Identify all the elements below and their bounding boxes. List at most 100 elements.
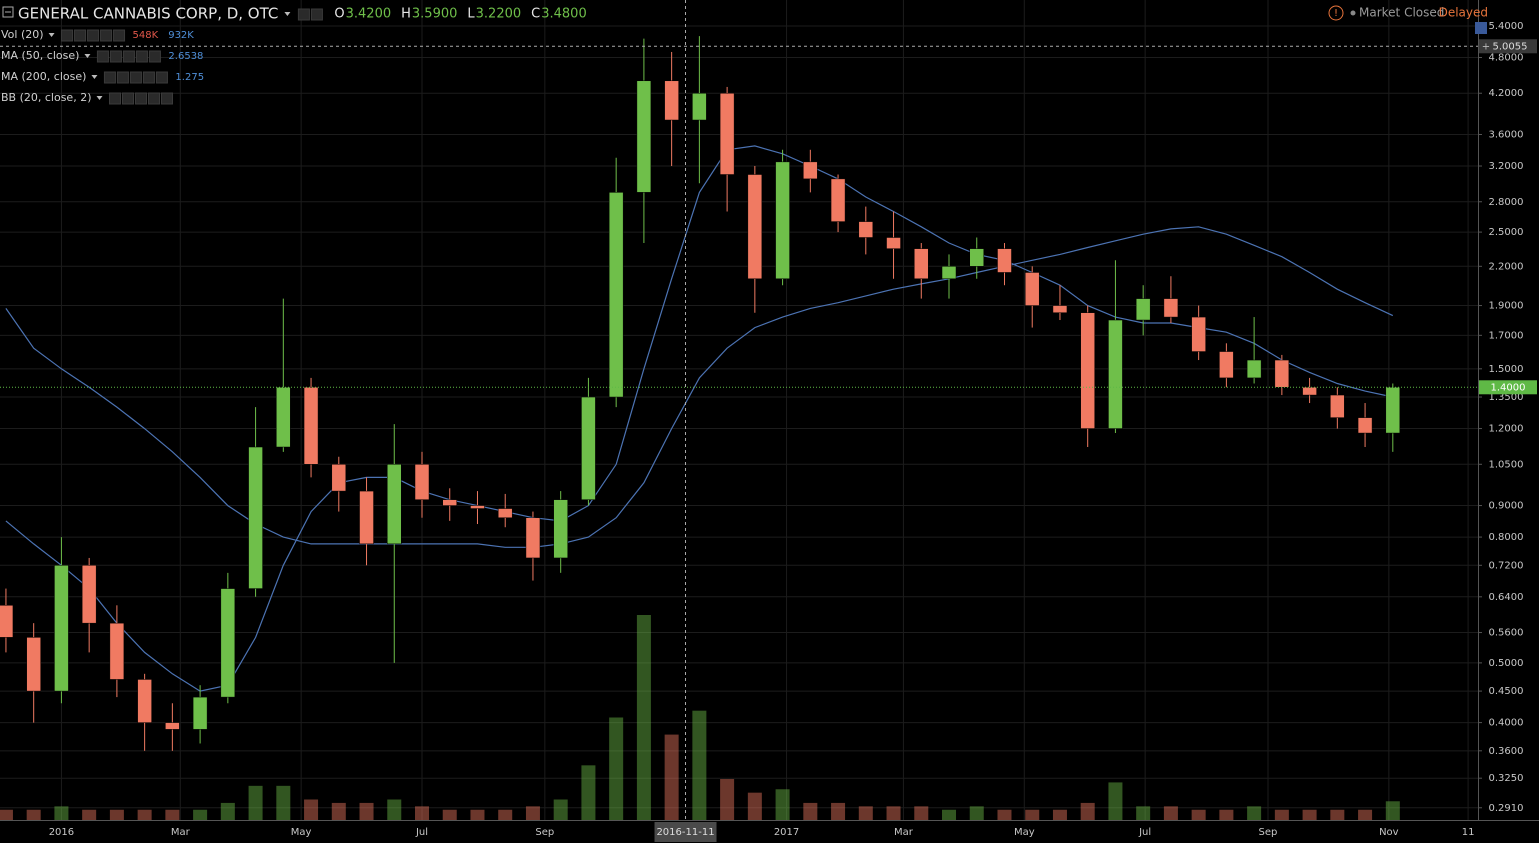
indicator-button[interactable] <box>122 50 135 63</box>
status-icon-mark: ! <box>1334 8 1338 19</box>
volume-bar <box>636 615 651 820</box>
indicator-value: 932K <box>168 30 194 41</box>
candle-body <box>220 588 236 698</box>
ohlc-value: 3.4800 <box>541 7 587 22</box>
indicator-button[interactable] <box>161 92 173 105</box>
dropdown-caret[interactable] <box>96 96 103 100</box>
crosshair-plus: + <box>1482 41 1490 52</box>
y-tick-label: 2.2000 <box>1489 261 1524 272</box>
info-icon[interactable] <box>1475 22 1487 34</box>
dropdown-caret[interactable] <box>284 12 291 16</box>
candle-body <box>664 80 679 121</box>
candle-body <box>470 505 485 509</box>
candle-body <box>1163 298 1179 318</box>
indicator-button[interactable] <box>116 71 129 84</box>
indicator-button[interactable] <box>109 50 122 63</box>
header: GENERAL CANNABIS CORP, D, OTC O 3.4200 H 3.5… <box>1 5 1488 105</box>
indicator-button[interactable] <box>96 50 109 63</box>
volume-bar <box>997 809 1012 820</box>
indicator-button[interactable] <box>109 92 121 105</box>
candle-body <box>81 565 97 624</box>
volume-bar <box>553 799 568 820</box>
candle-body <box>137 679 152 723</box>
volume-bar <box>858 806 873 820</box>
ohlc-value: 3.5900 <box>412 7 458 22</box>
volume-bar <box>886 806 901 820</box>
volume-bar <box>442 809 457 820</box>
indicator-button[interactable] <box>129 71 142 84</box>
candle-body <box>747 174 763 280</box>
volume-bar <box>359 802 374 820</box>
y-tick-label: 0.7200 <box>1489 560 1524 571</box>
candle-body <box>581 396 596 500</box>
candle-body <box>1135 298 1151 321</box>
x-tick-label: Jul <box>415 827 428 838</box>
candle-body <box>497 508 513 518</box>
collapse-icon[interactable] <box>2 6 14 18</box>
y-tick-label: 1.5000 <box>1489 364 1524 375</box>
indicator-button[interactable] <box>142 71 155 84</box>
volume-bar <box>0 809 13 820</box>
indicator-button[interactable] <box>61 29 74 42</box>
indicator-button[interactable] <box>113 29 126 42</box>
candle-body <box>0 605 14 638</box>
dropdown-caret[interactable] <box>91 75 98 79</box>
candle-body <box>1080 312 1095 429</box>
indicator-button[interactable] <box>74 29 87 42</box>
indicator-button[interactable] <box>100 29 113 42</box>
candle-body <box>1385 387 1401 434</box>
volume-bar <box>1191 809 1206 820</box>
indicator-button[interactable] <box>135 50 148 63</box>
y-tick-label: 0.6400 <box>1489 592 1524 603</box>
candle-body <box>331 464 347 492</box>
last-price-label: 1.4000 <box>1491 382 1526 393</box>
indicator-button[interactable] <box>297 8 310 21</box>
x-tick-label: Mar <box>171 827 191 838</box>
volume-bar <box>498 809 513 820</box>
volume-bar <box>581 765 596 820</box>
indicator-button[interactable] <box>87 29 100 42</box>
indicator-button[interactable] <box>122 92 134 105</box>
time-axis <box>0 820 1539 843</box>
candle-body <box>192 696 208 730</box>
candle-body <box>1191 316 1206 352</box>
candle-body <box>692 92 707 121</box>
indicator-name: Vol (20) <box>1 28 44 41</box>
crosshair-x-label: 2016-11-11 <box>656 827 714 838</box>
dropdown-caret[interactable] <box>84 54 91 58</box>
indicator-button[interactable] <box>155 71 168 84</box>
y-tick-label: 1.2000 <box>1489 424 1524 435</box>
candle-body <box>719 92 735 175</box>
dropdown-caret[interactable] <box>48 33 55 37</box>
indicator-button[interactable] <box>310 8 323 21</box>
volume-bar <box>331 802 346 820</box>
indicator-button[interactable] <box>103 71 116 84</box>
candle-body <box>914 248 929 280</box>
y-tick-label: 0.4500 <box>1489 686 1524 697</box>
market-status: Market Closed <box>1359 6 1444 20</box>
volume-bar <box>1108 782 1123 820</box>
volume-bar <box>747 792 762 820</box>
volume-bar <box>304 799 319 820</box>
candle-body <box>54 565 69 692</box>
status-icon[interactable] <box>1328 5 1344 21</box>
volume-layer <box>0 615 1400 820</box>
y-tick-label: 4.8000 <box>1489 52 1524 63</box>
indicator-name: MA (50, close) <box>1 49 79 62</box>
indicator-value: 548K <box>133 30 159 41</box>
indicator-button[interactable] <box>135 92 147 105</box>
indicator-button[interactable] <box>148 50 161 63</box>
candle-body <box>276 387 291 448</box>
y-tick-label: 1.3500 <box>1489 392 1524 403</box>
status-dot <box>1350 10 1356 16</box>
volume-bar <box>1358 809 1373 820</box>
candle-body <box>1357 417 1373 434</box>
y-tick-label: 0.8000 <box>1489 532 1524 543</box>
x-tick-label: 11 <box>1462 827 1475 838</box>
y-tick-label: 0.3250 <box>1489 773 1524 784</box>
volume-bar <box>969 806 984 820</box>
indicator-button[interactable] <box>148 92 160 105</box>
volume-bar <box>720 779 735 820</box>
y-tick-label: 3.6000 <box>1489 129 1524 140</box>
candle-body <box>414 464 430 500</box>
